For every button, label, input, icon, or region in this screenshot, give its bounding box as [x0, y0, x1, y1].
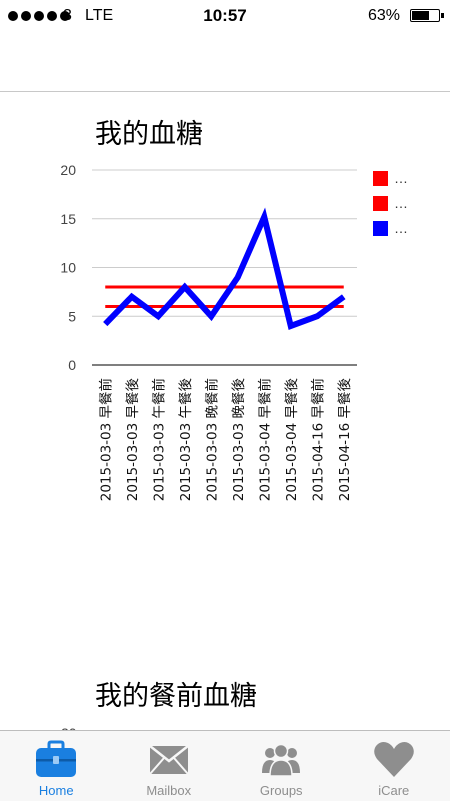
- y-tick-label: 5: [68, 308, 76, 324]
- tab-icare-label: iCare: [338, 783, 450, 798]
- legend-label-2: …: [394, 195, 408, 211]
- y-tick-label: 15: [60, 211, 76, 227]
- battery-percentage: 63%: [368, 7, 400, 25]
- section-title-premeal-blood-sugar: 我的餐前血糖: [95, 674, 257, 713]
- tab-home[interactable]: Home: [0, 731, 113, 801]
- x-tick-label: 2015-03-03 午餐前: [150, 378, 167, 501]
- x-tick-label: 2015-04-16 早餐後: [337, 378, 353, 502]
- x-tick-label: 2015-03-03 晚餐後: [231, 378, 247, 502]
- series-line-3: [105, 217, 344, 326]
- legend-swatch-1: [373, 171, 388, 186]
- x-tick-label: 2015-03-04 早餐後: [284, 378, 300, 502]
- x-tick-label: 2015-03-03 午餐後: [178, 378, 194, 502]
- toolbox-icon: [34, 739, 78, 779]
- legend-swatch-3: [373, 221, 388, 236]
- x-tick-label: 2015-03-04 早餐前: [256, 378, 273, 501]
- battery-icon: [410, 9, 440, 22]
- legend-label-1: …: [394, 170, 408, 186]
- legend-label-3: …: [394, 220, 408, 236]
- x-tick-label: 2015-03-03 早餐後: [125, 378, 141, 502]
- y-tick-label: 0: [68, 357, 76, 373]
- legend-swatch-2: [373, 196, 388, 211]
- group-icon: [259, 739, 303, 779]
- tab-groups[interactable]: Groups: [225, 731, 338, 801]
- x-tick-label: 2015-03-03 晚餐前: [203, 378, 220, 501]
- header-divider: [0, 91, 450, 92]
- envelope-icon: [147, 739, 191, 779]
- tab-groups-label: Groups: [225, 783, 338, 798]
- tab-mailbox[interactable]: Mailbox: [113, 731, 226, 801]
- x-tick-label: 2015-03-03 早餐前: [97, 378, 114, 501]
- section-title-blood-sugar: 我的血糖: [95, 112, 203, 151]
- blood-sugar-chart: 0 5 10 15 20 … … … 2015-03-03 早餐前 2015-03-03 早餐後 2…: [0, 150, 450, 520]
- y-tick-label: 10: [60, 260, 76, 276]
- tab-bar: Home Mailbox Groups iCare: [0, 730, 450, 801]
- tab-home-label: Home: [0, 783, 113, 798]
- tab-mailbox-label: Mailbox: [113, 783, 226, 798]
- y-tick-label: 20: [60, 162, 76, 178]
- tab-icare[interactable]: iCare: [338, 731, 450, 801]
- x-tick-label: 2015-04-16 早餐前: [309, 378, 326, 501]
- status-bar: 3 LTE 10:57 63%: [0, 0, 450, 32]
- heart-icon: [372, 739, 416, 779]
